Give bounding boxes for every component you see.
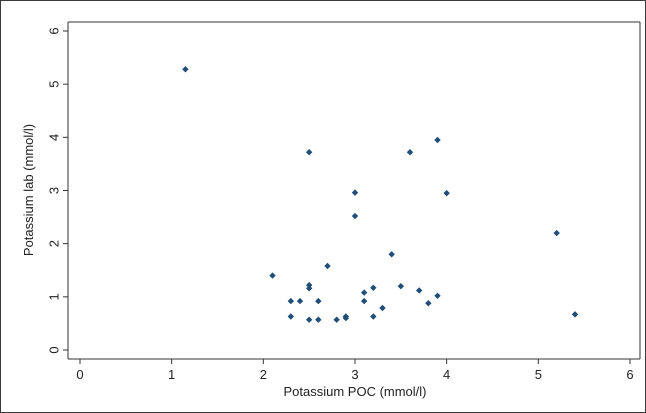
y-tick-label: 2 [47,240,62,247]
data-point [315,316,322,323]
data-point [360,289,368,296]
data-point [324,262,331,270]
data-point [406,149,414,156]
data-points [182,66,579,323]
data-point [305,316,313,323]
data-point [434,136,441,144]
x-tick-label: 1 [168,367,175,382]
y-ticks: 0 1 2 3 4 5 6 [47,27,68,354]
data-point [388,251,395,258]
data-point [305,285,313,292]
data-point [182,66,189,73]
data-point [269,272,276,279]
axes [67,21,641,360]
data-point [443,189,450,197]
data-point [342,314,350,322]
data-point [287,313,295,320]
data-point [305,149,313,156]
y-tick-label: 5 [47,81,62,88]
x-tick-label: 5 [535,367,542,382]
data-point [287,297,295,305]
x-ticks: 0 1 2 3 4 5 6 [76,359,634,382]
data-point [397,283,405,290]
data-point [360,297,368,305]
x-axis-title: Potassium POC (mmol/l) [283,384,426,399]
x-tick-label: 2 [260,367,267,382]
data-point [553,229,560,237]
x-tick-label: 4 [443,367,450,382]
data-point [315,297,322,305]
y-tick-label: 0 [47,346,62,353]
data-point [571,311,579,318]
data-point [370,313,377,320]
x-tick-label: 0 [76,367,83,382]
data-point [351,212,359,220]
y-tick-label: 6 [47,27,62,34]
data-point [415,287,423,294]
y-tick-label: 1 [47,293,62,300]
data-point [370,284,377,291]
y-tick-label: 3 [47,187,62,194]
data-point [379,304,386,312]
data-point [351,189,359,196]
data-point [434,292,441,299]
data-point [425,300,432,307]
data-point [296,297,304,305]
y-tick-label: 4 [47,134,62,141]
x-tick-label: 3 [351,367,358,382]
y-axis-title: Potassium lab (mmol/l) [21,124,36,256]
data-point [333,316,340,323]
x-tick-label: 6 [626,367,633,382]
